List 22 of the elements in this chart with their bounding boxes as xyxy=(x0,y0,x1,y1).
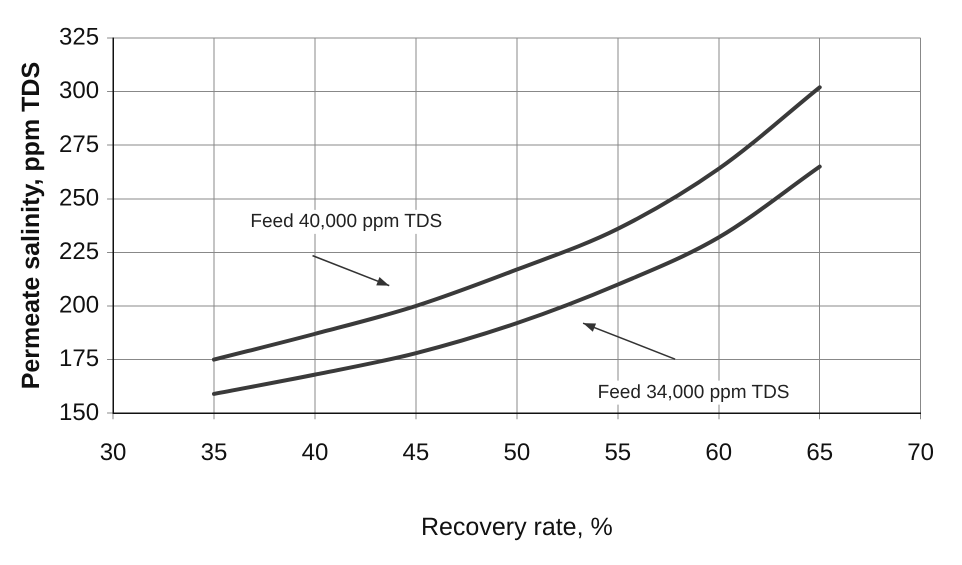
y-tick-label: 300 xyxy=(58,77,100,104)
x-tick-label: 70 xyxy=(907,439,934,466)
x-tick-label: 65 xyxy=(806,439,834,466)
x-tick-label: 40 xyxy=(302,439,328,466)
x-tick-label: 45 xyxy=(402,439,430,466)
x-tick-label: 60 xyxy=(705,439,732,466)
y-tick-label: 275 xyxy=(58,130,100,158)
x-tick-label: 30 xyxy=(100,439,126,466)
y-tick-label: 150 xyxy=(58,398,100,426)
y-tick-label: 200 xyxy=(58,292,100,319)
x-tick-label: 50 xyxy=(503,439,530,466)
y-tick-label: 175 xyxy=(58,345,100,372)
x-tick-label: 35 xyxy=(200,439,228,466)
line-series xyxy=(212,85,822,362)
annotation: Feed 34,000 ppm TDS xyxy=(598,382,790,403)
annotation: Feed 40,000 ppm TDS xyxy=(250,211,442,232)
y-axis-title: Permeate salinity, ppm TDS xyxy=(16,62,45,390)
x-tick-label: 55 xyxy=(604,439,632,466)
y-tick-label: 325 xyxy=(58,24,100,51)
x-axis-title: Recovery rate, % xyxy=(420,512,613,541)
y-tick-label: 250 xyxy=(58,184,100,212)
y-tick-label: 225 xyxy=(58,238,100,266)
